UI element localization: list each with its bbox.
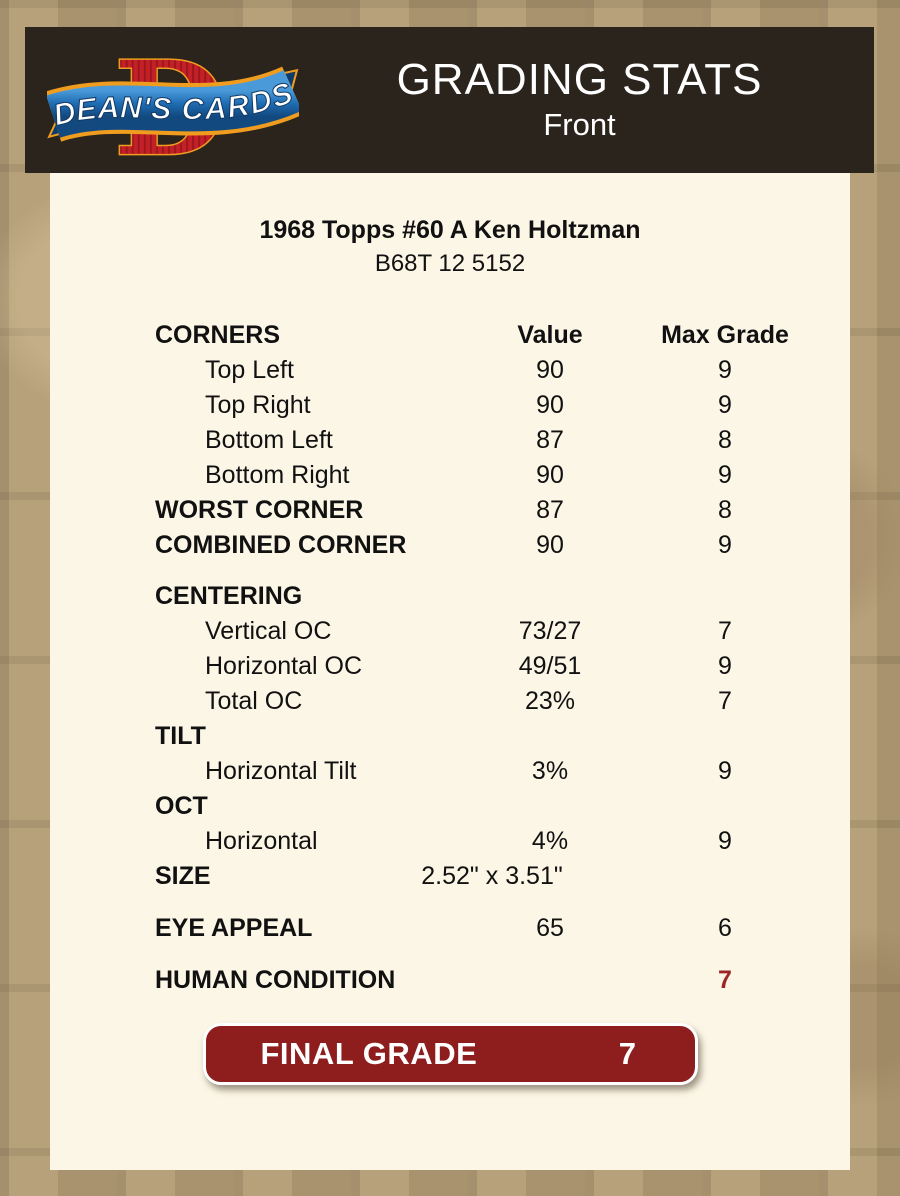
cell-max-grade: 7 — [718, 687, 732, 715]
row-top-right: Top Right 90 9 — [50, 388, 850, 423]
cell-label: WORST CORNER — [155, 496, 364, 524]
row-combined-corner: COMBINED CORNER 90 9 — [50, 528, 850, 563]
cell-label: COMBINED CORNER — [155, 531, 407, 559]
cell-value: 90 — [536, 531, 564, 559]
cell-section-label: CENTERING — [155, 582, 303, 610]
cell-label: SIZE — [155, 862, 211, 890]
cell-label: Top Left — [205, 356, 294, 384]
row-corners-header: CORNERS Value Max Grade — [50, 318, 850, 353]
cell-max-grade: 9 — [718, 391, 732, 419]
final-grade-label: FINAL GRADE — [260, 1036, 478, 1071]
card-code: B68T 12 5152 — [374, 250, 526, 277]
row-tilt-section: TILT — [50, 719, 850, 754]
cell-size-value: 2.52" x 3.51" — [421, 862, 563, 890]
cell-label: Horizontal OC — [205, 652, 362, 680]
row-human-condition: HUMAN CONDITION 7 — [50, 963, 850, 998]
row-total-oc: Total OC 23% 7 — [50, 684, 850, 719]
column-header-max-grade: Max Grade — [661, 321, 789, 349]
cell-value: 73/27 — [518, 617, 582, 645]
human-condition-grade: 7 — [718, 966, 732, 994]
cell-value: 90 — [536, 391, 564, 419]
row-oct-section: OCT — [50, 789, 850, 824]
cell-max-grade: 9 — [718, 531, 732, 559]
cell-max-grade: 7 — [718, 617, 732, 645]
cell-value: 4% — [531, 827, 569, 855]
row-size: SIZE 2.52" x 3.51" — [50, 859, 850, 894]
cell-max-grade: 9 — [718, 827, 732, 855]
row-centering-section: CENTERING — [50, 579, 850, 614]
row-bottom-right: Bottom Right 90 9 — [50, 458, 850, 493]
cell-section-label: OCT — [155, 792, 208, 820]
row-bottom-left: Bottom Left 87 8 — [50, 423, 850, 458]
deans-cards-logo-icon: D DEAN'S CARDS — [45, 32, 304, 186]
grading-report-panel: 1968 Topps #60 A Ken Holtzman B68T 12 51… — [50, 173, 850, 1170]
cell-max-grade: 9 — [718, 461, 732, 489]
row-horizontal-oc: Horizontal OC 49/51 9 — [50, 649, 850, 684]
cell-max-grade: 9 — [718, 757, 732, 785]
header-bar: D DEAN'S CARDS GRADING STATS Front — [25, 27, 874, 186]
page-subtitle-front: Front — [543, 107, 616, 142]
cell-value: 23% — [524, 687, 576, 715]
cell-value: 90 — [536, 356, 564, 384]
row-top-left: Top Left 90 9 — [50, 353, 850, 388]
cell-section-label: CORNERS — [155, 321, 281, 349]
final-grade-badge: FINAL GRADE 7 — [202, 1023, 698, 1085]
cell-label: Bottom Left — [205, 426, 333, 454]
cell-label: Horizontal Tilt — [205, 757, 357, 785]
cell-label: Total OC — [205, 687, 303, 715]
cell-max-grade: 8 — [718, 496, 732, 524]
cell-max-grade: 9 — [718, 652, 732, 680]
cell-value: 87 — [536, 426, 564, 454]
cell-max-grade: 8 — [718, 426, 732, 454]
deans-cards-logo: D DEAN'S CARDS — [45, 32, 304, 186]
cell-label: EYE APPEAL — [155, 914, 313, 942]
row-eye-appeal: EYE APPEAL 65 6 — [50, 911, 850, 946]
logo-ribbon — [46, 69, 303, 138]
cell-value: 65 — [536, 914, 564, 942]
cell-value: 87 — [536, 496, 564, 524]
cell-label: Top Right — [205, 391, 311, 419]
final-grade-value: 7 — [618, 1036, 637, 1071]
cell-section-label: TILT — [155, 722, 206, 750]
row-oct-horizontal: Horizontal 4% 9 — [50, 824, 850, 859]
grading-table: CORNERS Value Max Grade Top Left 90 9 To… — [50, 318, 850, 998]
cell-value: 49/51 — [518, 652, 582, 680]
row-worst-corner: WORST CORNER 87 8 — [50, 493, 850, 528]
cell-max-grade: 6 — [718, 914, 732, 942]
cell-max-grade: 9 — [718, 356, 732, 384]
cell-label: Vertical OC — [205, 617, 332, 645]
card-title: 1968 Topps #60 A Ken Holtzman — [259, 216, 641, 244]
cell-label: HUMAN CONDITION — [155, 966, 396, 994]
cell-value: 3% — [531, 757, 569, 785]
page-title: GRADING STATS — [396, 55, 763, 104]
cell-label: Horizontal — [205, 827, 318, 855]
row-horizontal-tilt: Horizontal Tilt 3% 9 — [50, 754, 850, 789]
cell-label: Bottom Right — [205, 461, 350, 489]
column-header-value: Value — [517, 321, 583, 349]
row-vertical-oc: Vertical OC 73/27 7 — [50, 614, 850, 649]
cell-value: 90 — [536, 461, 564, 489]
